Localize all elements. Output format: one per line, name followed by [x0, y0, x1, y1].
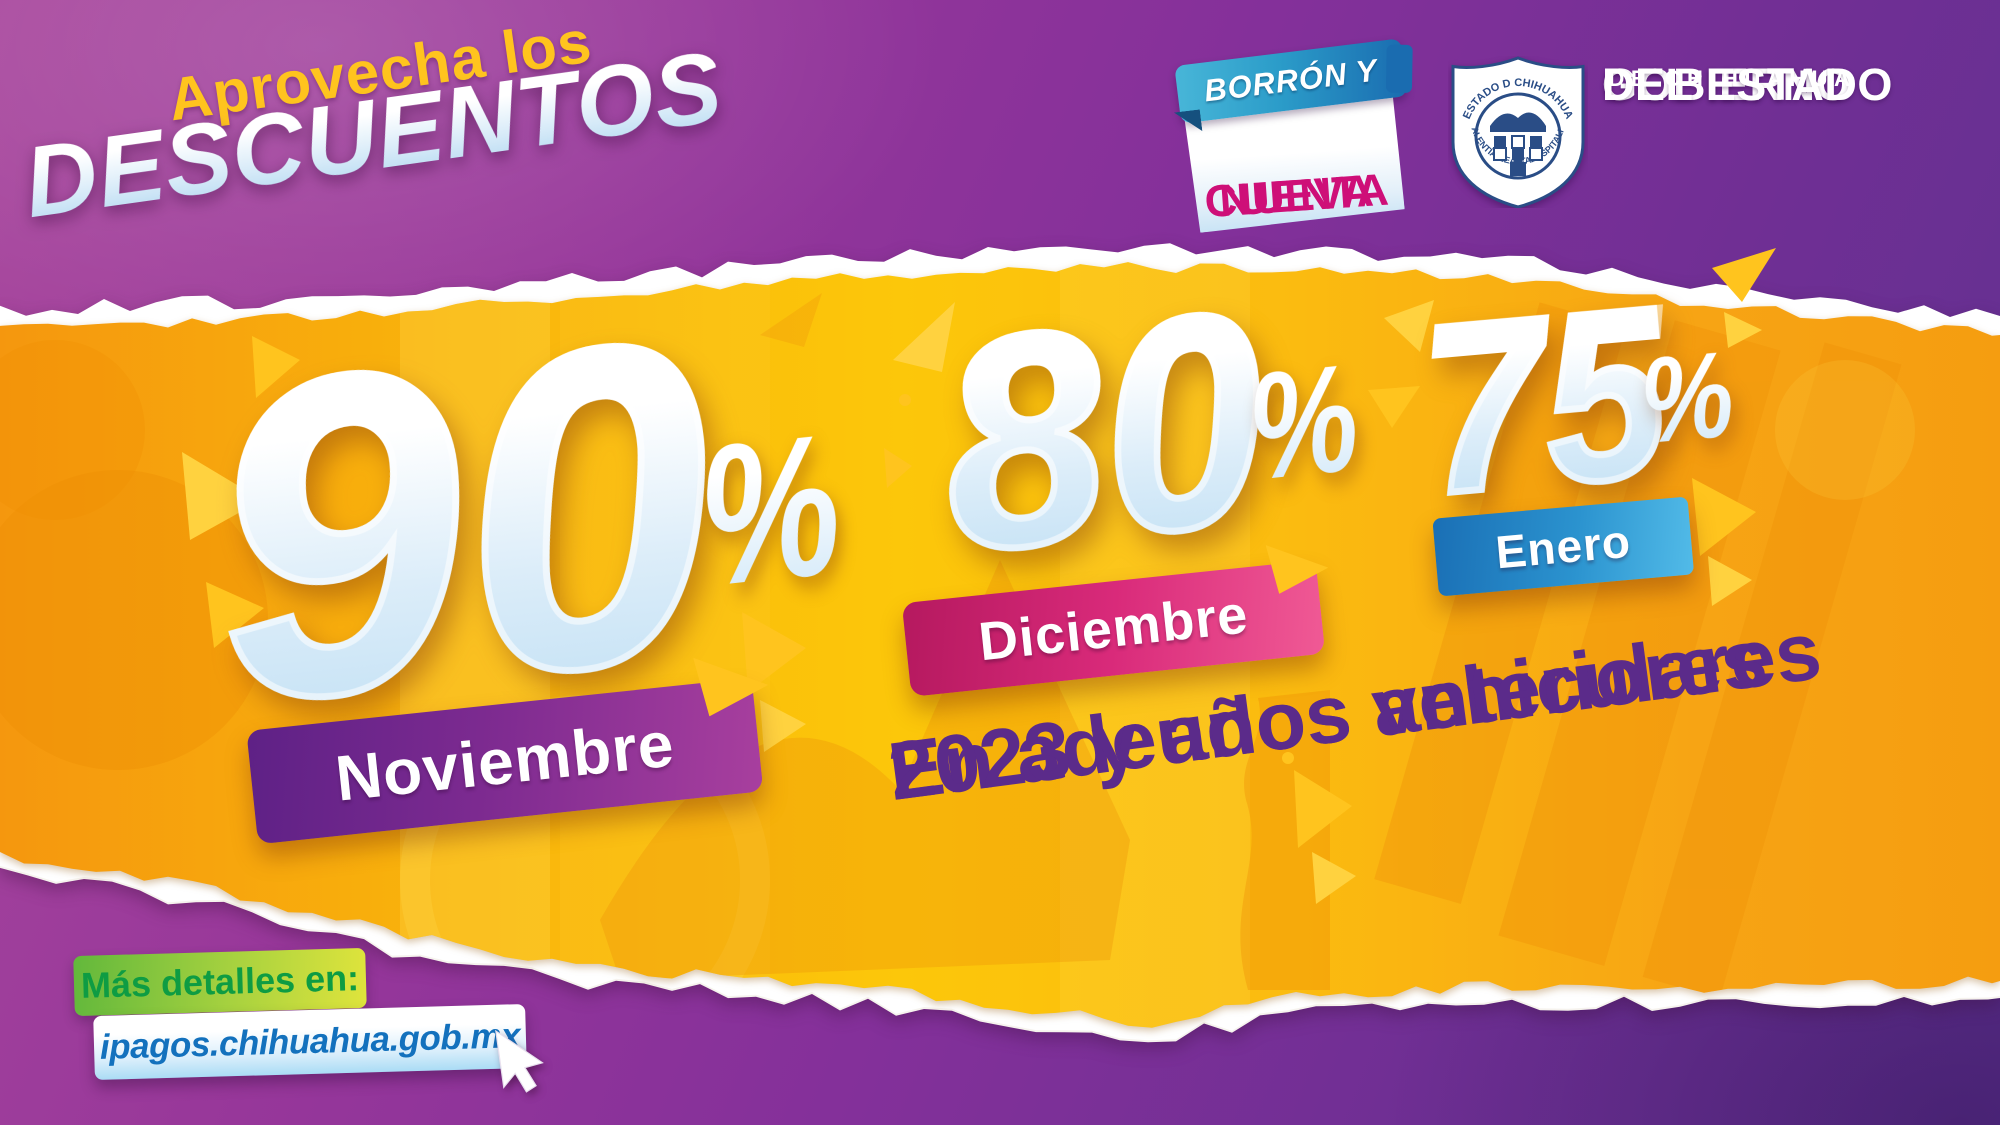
month-label: Enero: [1493, 514, 1633, 579]
government-line1: GOBIERNO: [1602, 59, 1852, 110]
payments-url-banner[interactable]: ipagos.chihuahua.gob.mx: [93, 1003, 527, 1081]
badge-line2: NUEVA: [1217, 164, 1376, 226]
cursor-arrow-icon: [495, 1029, 544, 1093]
discount-value-80: 80: [923, 244, 1284, 619]
discount-noviembre: 90 % Noviembre: [159, 238, 870, 923]
percent-sign-90: %: [688, 392, 851, 629]
details-label-banner: Más detalles en:: [73, 947, 367, 1017]
percent-sign-75: %: [1634, 325, 1739, 469]
badge-ribbon-label: BORRÓN Y: [1202, 52, 1380, 109]
month-label: Noviembre: [332, 707, 678, 815]
percent-sign-80: %: [1240, 332, 1366, 513]
government-line3: DE CHIHUAHUA: [1608, 66, 1857, 91]
shield-emblem: [1490, 112, 1546, 176]
chihuahua-state-shield-icon: ESTADO D CHIHUAHUA VALENTÍA LEALTAD HOSP…: [1448, 56, 1585, 208]
payments-url: ipagos.chihuahua.gob.mx: [99, 1016, 521, 1067]
government-line2: DEL ESTADO: [1602, 59, 1893, 110]
details-label: Más detalles en:: [80, 957, 360, 1006]
discount-value-75: 75: [1410, 253, 1679, 548]
month-label: Diciembre: [976, 584, 1251, 673]
borron-cuenta-nueva-badge: CUENTA NUEVA BORRÓN Y: [1174, 36, 1425, 226]
